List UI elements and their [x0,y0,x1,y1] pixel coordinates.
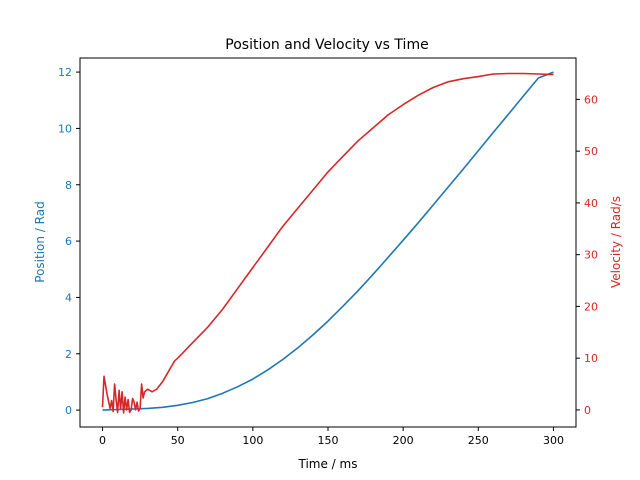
y-left-tick-label: 10 [58,122,72,135]
x-tick-label: 0 [99,434,106,447]
y-left-tick-label: 6 [65,235,72,248]
y-left-axis-label: Position / Rad [33,201,47,282]
y-right-tick-label: 60 [584,93,598,106]
y-right-tick-label: 20 [584,300,598,313]
y-left-tick-label: 0 [65,404,72,417]
y-right-tick-label: 0 [584,404,591,417]
x-tick-label: 300 [543,434,564,447]
x-tick-label: 50 [171,434,185,447]
chart-title: Position and Velocity vs Time [225,37,428,53]
position-series-line [102,71,554,411]
x-tick-label: 200 [393,434,414,447]
x-tick-label: 250 [468,434,489,447]
y-right-axis-label: Velocity / Rad/s [609,196,623,288]
x-axis-label: Time / ms [298,457,358,471]
velocity-series-line [101,72,554,414]
y-left-tick-label: 8 [65,179,72,192]
plot-frame [79,57,577,428]
y-left-tick-label: 2 [65,348,72,361]
y-left-tick-label: 4 [65,291,72,304]
y-right-tick-label: 50 [584,145,598,158]
y-right-tick-label: 30 [584,249,598,262]
y-right-tick-label: 40 [584,197,598,210]
y-right-tick-label: 10 [584,352,598,365]
y-left-tick-label: 12 [58,66,72,79]
x-tick-label: 150 [318,434,339,447]
x-tick-label: 100 [242,434,263,447]
